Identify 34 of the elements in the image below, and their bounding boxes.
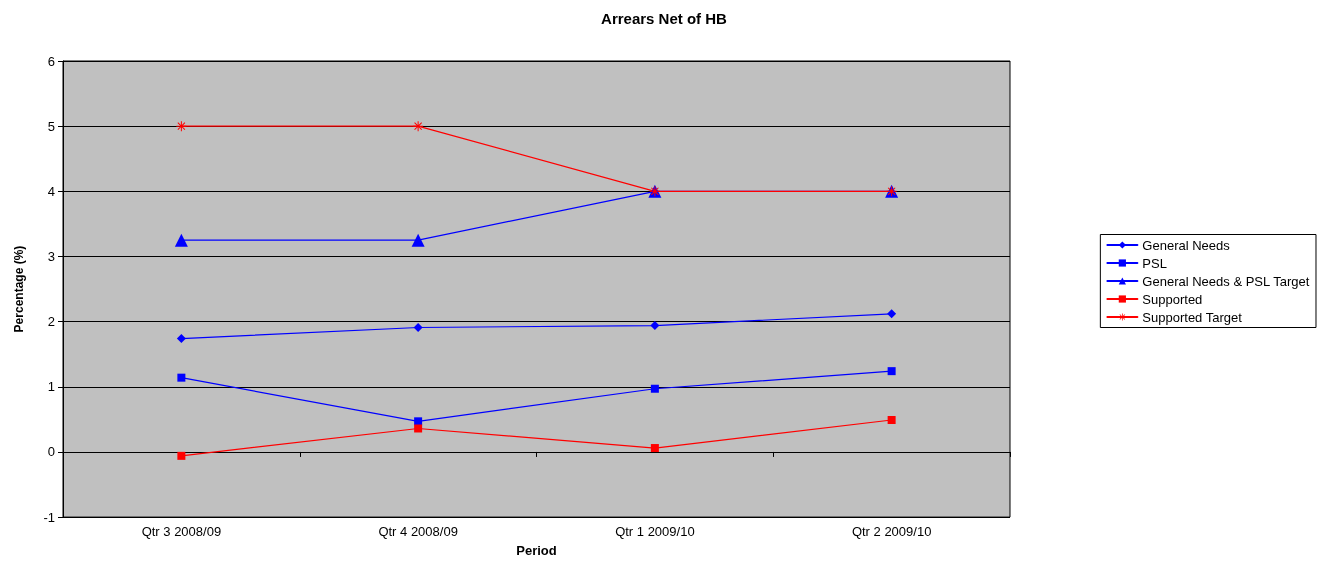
x-tick-label: Qtr 2 2009/10 bbox=[851, 524, 932, 540]
legend-label: PSL bbox=[1142, 255, 1167, 271]
y-axis-title: Percentage (%) bbox=[12, 245, 26, 333]
y-tick-label: 0 bbox=[47, 444, 55, 460]
point bbox=[650, 384, 659, 393]
y-tick-label: 6 bbox=[47, 53, 55, 69]
y-tick-label: 4 bbox=[47, 183, 55, 199]
legend-label: General Needs bbox=[1142, 237, 1231, 253]
y-tick-label: 3 bbox=[47, 248, 55, 264]
legend-label: Supported bbox=[1142, 291, 1203, 307]
point bbox=[414, 424, 423, 433]
y-tick-label: 2 bbox=[47, 314, 55, 330]
point bbox=[887, 367, 896, 376]
x-axis-title: Period bbox=[516, 542, 557, 558]
point bbox=[174, 233, 188, 247]
y-tick-label: 5 bbox=[47, 118, 55, 134]
chart-title: Arrears Net of HB bbox=[601, 10, 728, 27]
legend-label: General Needs & PSL Target bbox=[1142, 273, 1310, 289]
point bbox=[650, 444, 659, 453]
point bbox=[887, 309, 897, 319]
point bbox=[177, 373, 186, 382]
y-tick-label: -1 bbox=[43, 509, 55, 525]
point bbox=[887, 416, 896, 425]
x-tick-label: Qtr 4 2008/09 bbox=[378, 524, 458, 540]
point bbox=[176, 121, 187, 132]
legend-label: Supported Target bbox=[1142, 309, 1243, 325]
y-tick-label: 1 bbox=[47, 379, 55, 395]
x-tick-label: Qtr 3 2008/09 bbox=[141, 524, 222, 540]
point bbox=[413, 322, 423, 332]
point bbox=[177, 451, 186, 460]
point bbox=[176, 334, 186, 344]
x-tick-label: Qtr 1 2009/10 bbox=[615, 524, 695, 540]
point bbox=[650, 321, 660, 331]
point bbox=[411, 233, 425, 247]
